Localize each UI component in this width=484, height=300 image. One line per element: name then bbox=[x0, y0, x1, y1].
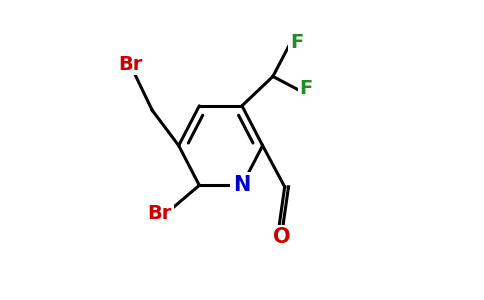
Text: Br: Br bbox=[147, 204, 172, 223]
Text: F: F bbox=[300, 79, 313, 98]
Text: F: F bbox=[290, 33, 303, 52]
Text: Br: Br bbox=[118, 55, 142, 74]
Text: O: O bbox=[273, 227, 290, 247]
Text: N: N bbox=[233, 175, 251, 195]
